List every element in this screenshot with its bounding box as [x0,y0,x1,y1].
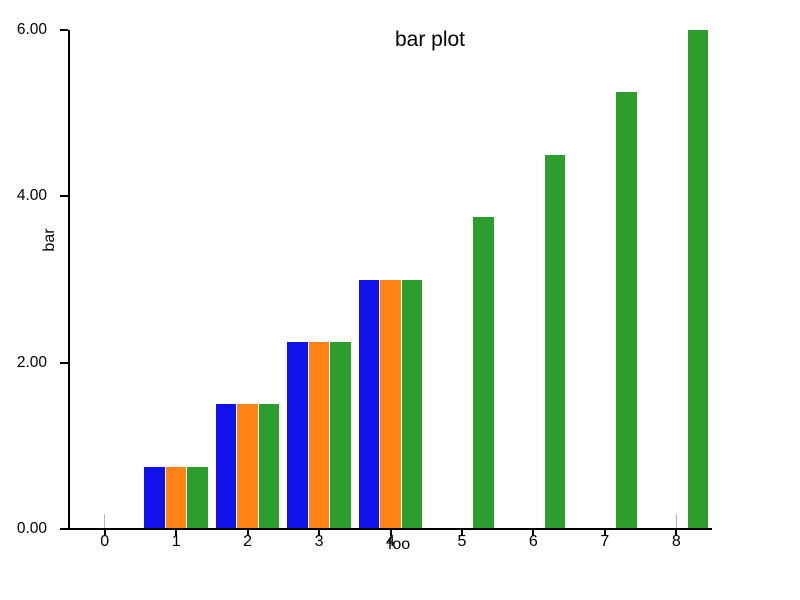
x-minor-tick [103,514,106,528]
x-tick-label: 7 [600,533,610,550]
series-green-bar [330,341,351,529]
y-tick-label: 4.00 [16,187,47,205]
x-tick-label: 4 [386,533,395,550]
x-tick-label: 2 [243,533,253,550]
series-green-bar [616,92,637,529]
y-tick [59,528,68,530]
y-tick-label: 0.00 [16,520,47,537]
x-tick [246,530,249,536]
series-blue-bar [215,404,237,529]
y-axis-label: bar [41,228,58,252]
series-green-bar [544,154,566,529]
x-axis-line [67,528,712,530]
series-orange-bar [380,279,401,529]
y-tick [59,195,68,198]
x-tick-label: 1 [171,533,181,550]
series-orange-bar [308,341,330,529]
x-axis-label: foo [387,536,411,553]
x-minor-tick [675,514,678,528]
series-orange-bar [165,466,187,529]
series-green-bar [473,217,494,529]
series-blue-bar [144,466,165,529]
chart-title: bar plot [394,28,466,51]
x-tick [603,530,606,536]
series-green-bar [258,404,280,529]
x-tick-label: 8 [671,533,681,550]
series-blue-bar [358,279,380,529]
x-tick [460,530,463,536]
x-tick [318,530,321,536]
x-tick [175,530,178,536]
series-orange-bar [237,404,258,529]
series-blue-bar [287,341,308,529]
x-tick [103,530,106,536]
x-tick [389,530,392,536]
y-tick [59,29,68,31]
x-tick-label: 3 [314,533,324,550]
x-tick-label: 6 [528,533,538,550]
series-green-bar [187,466,208,529]
series-green-bar [401,279,423,529]
x-tick-label: 5 [457,533,467,550]
x-tick [532,530,535,536]
series-green-bar [687,30,709,529]
y-axis-line [67,30,70,530]
y-tick [59,361,68,364]
x-tick-label: 0 [100,533,110,550]
y-tick-label: 6.00 [16,21,47,38]
y-tick-label: 2.00 [16,353,47,371]
x-tick [675,530,678,536]
